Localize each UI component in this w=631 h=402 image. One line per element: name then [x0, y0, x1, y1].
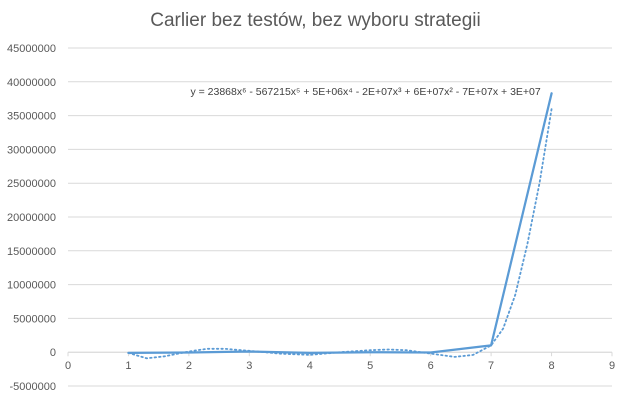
trendline-equation: y = 23868x⁶ - 567215x⁵ + 5E+06x⁴ - 2E+07… [190, 86, 540, 98]
x-tick-label: 9 [609, 360, 615, 372]
x-tick-label: 5 [367, 360, 373, 372]
x-tick-label: 3 [246, 360, 252, 372]
y-tick-label: 10000000 [7, 280, 56, 292]
y-tick-label: 5000000 [13, 313, 56, 325]
y-tick-label: 40000000 [7, 77, 56, 89]
x-tick-label: 6 [428, 360, 434, 372]
x-tick-label: 7 [488, 360, 494, 372]
x-tick-label: 2 [186, 360, 192, 372]
x-tick-label: 0 [65, 360, 71, 372]
y-tick-label: 15000000 [7, 246, 56, 258]
y-tick-label: 20000000 [7, 212, 56, 224]
trendline-series [127, 107, 553, 360]
y-tick-label: 25000000 [7, 178, 56, 190]
chart-title: Carlier bez testów, bez wyboru strategii [150, 10, 481, 31]
x-tick-label: 8 [548, 360, 554, 372]
x-tick-label: 4 [307, 360, 313, 372]
x-tick-label: 1 [125, 360, 131, 372]
y-tick-label: 30000000 [7, 144, 56, 156]
y-tick-label: 35000000 [7, 111, 56, 123]
y-tick-label: 45000000 [7, 43, 56, 55]
data-series-line [127, 92, 553, 355]
y-tick-label: 0 [50, 347, 56, 359]
y-tick-label: -5000000 [10, 381, 57, 393]
